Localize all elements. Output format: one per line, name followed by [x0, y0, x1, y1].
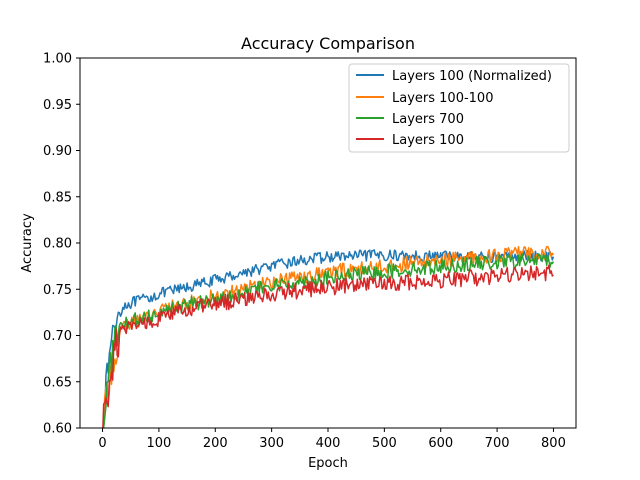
legend-label-layers-100-normalized: Layers 100 (Normalized) [392, 69, 552, 84]
y-tick-label: 0.85 [43, 190, 72, 205]
y-axis-label: Accuracy [20, 213, 35, 273]
legend-label-layers-100-100: Layers 100-100 [392, 91, 493, 106]
series-line-layers-700 [102, 252, 555, 428]
x-tick-label: 600 [428, 436, 453, 451]
x-axis: 0 100 200 300 400 500 600 700 800 [98, 428, 566, 451]
legend: Layers 100 (Normalized) Layers 100-100 L… [348, 63, 570, 153]
x-tick-label: 100 [146, 436, 171, 451]
legend-label-layers-100: Layers 100 [392, 133, 464, 148]
x-tick-label: 0 [98, 436, 106, 451]
legend-label-layers-700: Layers 700 [392, 112, 464, 127]
x-axis-label: Epoch [308, 456, 348, 471]
x-tick-label: 800 [541, 436, 566, 451]
y-tick-label: 0.70 [43, 329, 72, 344]
y-tick-label: 0.75 [43, 283, 72, 298]
chart-title: Accuracy Comparison [241, 34, 415, 53]
series-line-layers-100 [102, 264, 554, 428]
y-tick-label: 0.80 [43, 237, 72, 252]
y-tick-label: 1.00 [43, 52, 72, 67]
legend-box [348, 63, 570, 153]
y-tick-label: 0.90 [43, 144, 72, 159]
x-tick-label: 500 [372, 436, 397, 451]
x-tick-label: 200 [203, 436, 228, 451]
x-tick-label: 700 [485, 436, 510, 451]
x-tick-label: 400 [316, 436, 341, 451]
y-axis: 0.60 0.65 0.70 0.75 0.80 0.85 0.90 0.95 1.00 [43, 52, 80, 437]
x-tick-label: 300 [259, 436, 284, 451]
y-tick-label: 0.60 [43, 422, 72, 437]
series-layer [102, 245, 555, 428]
y-tick-label: 0.65 [43, 375, 72, 390]
y-tick-label: 0.95 [43, 98, 72, 113]
